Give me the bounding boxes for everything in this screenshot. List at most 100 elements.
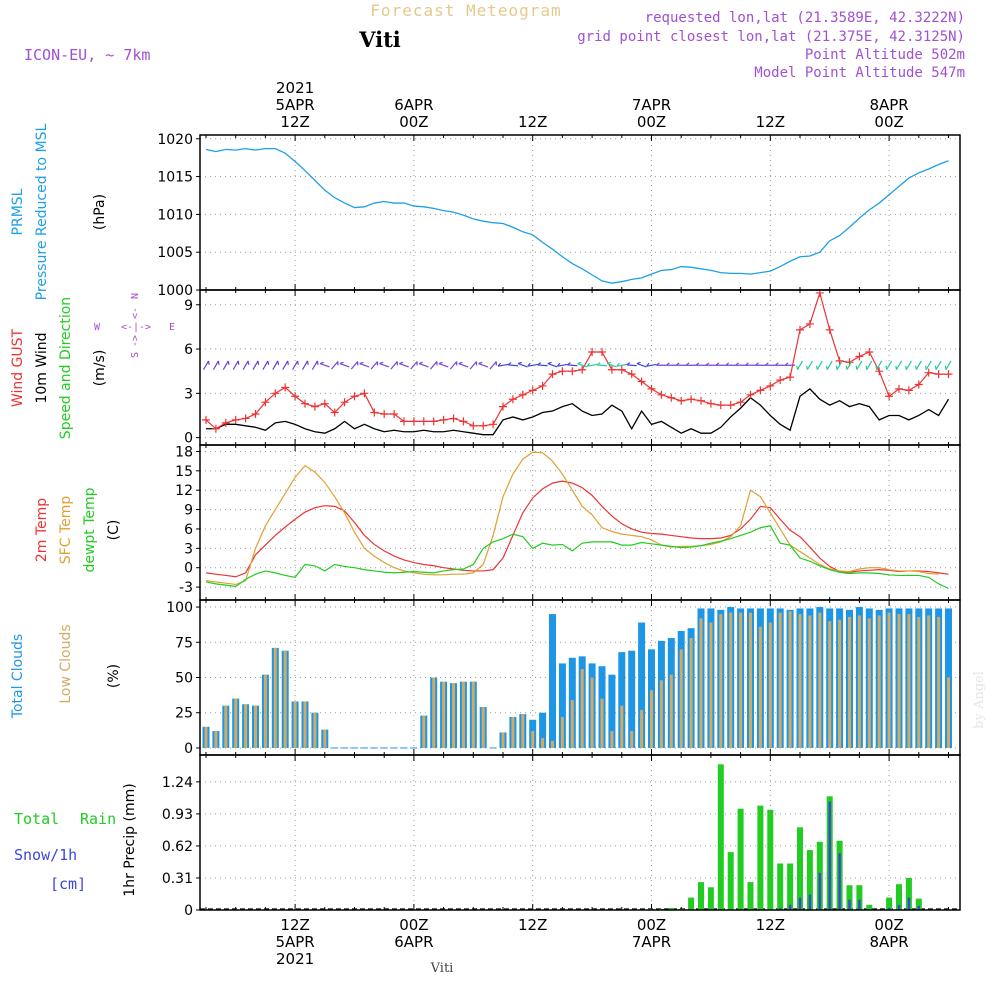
gust-point	[687, 395, 696, 404]
gust-point	[706, 399, 715, 408]
gust-point	[766, 381, 775, 390]
cm-unit-label: [cm]	[50, 875, 86, 893]
bottom-axis-label: 12Z	[518, 916, 547, 934]
wind-direction-arrow	[399, 361, 409, 368]
wind-direction-arrow	[656, 362, 667, 366]
wind-direction-arrow	[497, 362, 509, 367]
gust-point	[677, 396, 686, 405]
gust-point	[726, 401, 735, 410]
wind-direction-arrow	[430, 361, 438, 370]
wind-direction-arrow	[915, 360, 922, 370]
rain-bar	[698, 882, 704, 910]
rain-bar	[777, 863, 784, 910]
wind-direction-arrow	[212, 360, 220, 370]
top-axis-label: 7APR	[632, 96, 671, 114]
gust-point	[746, 390, 755, 399]
gust-point	[350, 392, 359, 401]
gust-point	[281, 383, 290, 392]
compass-south: S	[130, 352, 141, 358]
compass-west: W	[94, 322, 101, 333]
panel-frame	[199, 754, 961, 911]
gridpoint-coords: grid point closest lon,lat (21.375E, 42.…	[577, 29, 965, 45]
gust-point	[370, 408, 379, 417]
total-cloud-bar	[539, 712, 547, 748]
compass-east: E	[169, 322, 175, 333]
plot-area: 100010051010101510200369-303691215180255…	[157, 132, 961, 919]
gust-point	[499, 402, 507, 411]
y-tick-label: 6	[184, 342, 193, 358]
bottom-axis-label: 00Z	[874, 916, 903, 934]
gust-point	[855, 352, 864, 361]
low-cloud-bar	[907, 614, 911, 748]
gust-point	[667, 393, 676, 402]
total-cloud-bar	[558, 663, 566, 748]
wind-direction-arrow	[319, 361, 330, 368]
y-tick-label: 1.24	[162, 775, 193, 791]
model-altitude: Model Point Altitude 547m	[754, 65, 965, 81]
speed-direction-label: Speed and Direction	[58, 297, 74, 439]
wind-direction-arrow	[685, 362, 697, 366]
top-axis-label: 00Z	[637, 113, 666, 131]
low-cloud-bar	[590, 677, 594, 748]
gust-point	[924, 368, 933, 377]
ms-unit-label: (m/s)	[92, 350, 108, 387]
wind-direction-arrow	[458, 361, 469, 368]
y-tick-label: 15	[175, 464, 193, 480]
low-cloud-bar	[947, 677, 950, 748]
top-axis-label: 00Z	[399, 113, 428, 131]
wind-direction-arrow	[301, 360, 309, 370]
y-tick-label: 75	[175, 635, 193, 651]
wind-direction-arrow	[735, 362, 746, 366]
gust-point	[657, 390, 666, 399]
panel-1: 0 3 6 9	[184, 288, 961, 447]
y-tick-label: 50	[175, 671, 193, 687]
snow-bar	[828, 801, 831, 910]
top-axis-label: 12Z	[280, 113, 309, 131]
rain-bar	[747, 882, 754, 910]
bottom-axis-label: 00Z	[637, 916, 666, 934]
wind-direction-arrow	[242, 360, 250, 370]
gust-point	[598, 348, 606, 356]
wind-direction-arrow	[774, 362, 786, 366]
location-title: Viti	[358, 27, 401, 52]
rain-bar	[915, 898, 922, 910]
gust-point	[320, 399, 329, 408]
gust-point	[647, 384, 656, 393]
low-cloud-bar	[749, 612, 752, 748]
gust-point	[330, 408, 339, 417]
wind-direction-arrow	[469, 361, 478, 370]
low-cloud-bar	[857, 615, 861, 748]
gust-point	[419, 417, 428, 426]
low-cloud-bar	[531, 731, 535, 748]
gust-point	[627, 370, 636, 379]
celsius-unit-label: (C)	[106, 520, 122, 541]
wind-direction-arrow	[350, 361, 359, 370]
y-tick-label: 0	[184, 741, 193, 757]
rain-bar	[757, 805, 764, 910]
wind-direction-arrow	[675, 362, 687, 366]
gust-point	[291, 392, 300, 401]
bottom-axis-label: 5APR	[275, 933, 314, 951]
bottom-axis-label: 7APR	[632, 933, 671, 951]
cloud-panel-labels: Total Clouds Low Clouds (%)	[10, 624, 122, 719]
low-cloud-bar	[669, 674, 673, 748]
prmsl-label: PRMSL	[10, 188, 26, 235]
gust-point	[637, 377, 646, 386]
y-tick-label: 18	[175, 444, 193, 460]
low-cloud-bar	[541, 738, 545, 748]
y-tick-label: 1015	[157, 170, 193, 186]
gust-point	[360, 389, 369, 398]
gust-point	[310, 402, 319, 411]
low-cloud-bar	[244, 704, 248, 748]
wind-direction-arrow	[764, 362, 776, 366]
gust-point	[409, 417, 418, 426]
panel-frame	[199, 444, 961, 601]
low-cloud-bar	[808, 615, 812, 748]
watermark: by Angel	[972, 671, 987, 729]
top-axis-label: 8APR	[869, 96, 908, 114]
y-tick-label: 1005	[157, 245, 193, 261]
pressure-msl-label: Pressure Reduced to MSL	[34, 123, 50, 300]
wind-direction-arrow	[438, 361, 449, 368]
panel-0: 1000 1005 1010 1015 1020	[157, 132, 961, 299]
low-cloud-bar	[600, 698, 604, 748]
